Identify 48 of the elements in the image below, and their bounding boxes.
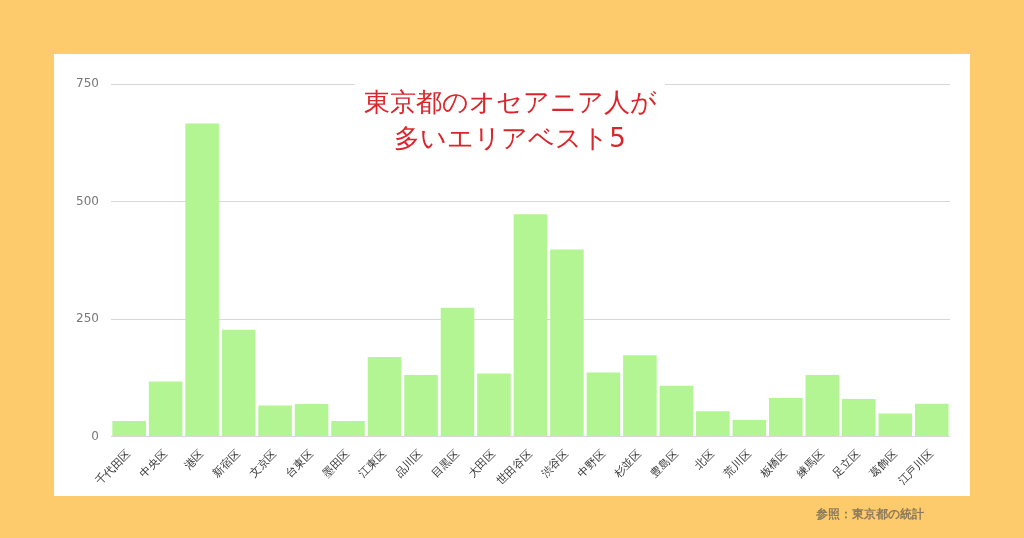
bar — [258, 405, 292, 437]
bar — [148, 381, 183, 437]
bar — [440, 307, 475, 437]
bar — [586, 372, 621, 437]
y-tick-label: 250 — [76, 311, 99, 326]
text: 参照：東京都の統計 — [816, 506, 924, 523]
bar — [732, 420, 767, 437]
x-tick-label: 荒川区 — [720, 447, 754, 480]
bar — [331, 421, 365, 437]
x-tick-label: 板橋区 — [756, 447, 790, 481]
y-tick-label: 0 — [91, 428, 99, 443]
bar — [550, 249, 584, 437]
y-tick-label: 500 — [76, 193, 99, 208]
x-tick-label: 品川区 — [392, 447, 426, 480]
bar — [221, 329, 256, 437]
bar — [294, 404, 329, 437]
x-tick-label: 台東区 — [283, 447, 316, 480]
x-tick-label: 足立区 — [830, 447, 863, 480]
bar — [842, 398, 876, 437]
x-tick-label: 目黒区 — [429, 447, 462, 480]
bar — [878, 413, 913, 437]
x-tick-label: 新宿区 — [210, 447, 243, 480]
x-tick-label: 中央区 — [137, 447, 170, 480]
bar — [185, 123, 219, 437]
y-tick-label: 750 — [76, 76, 99, 91]
bar — [367, 357, 402, 437]
x-tick-label: 港区 — [181, 447, 207, 472]
bar — [769, 398, 803, 437]
bar — [623, 355, 657, 437]
bar — [805, 374, 840, 437]
x-tick-label: 中野区 — [575, 447, 608, 480]
bar — [404, 374, 438, 437]
bar — [659, 385, 694, 437]
x-tick-label: 千代田区 — [92, 447, 134, 488]
bar — [696, 411, 730, 437]
x-tick-label: 豊島区 — [648, 447, 681, 480]
text: 東京都のオセアニア人が多いエリアベスト5 — [355, 84, 665, 156]
x-tick-label: 杉並区 — [610, 447, 645, 481]
x-tick-label: 江東区 — [356, 447, 389, 480]
bar — [914, 403, 949, 437]
x-tick-label: 北区 — [692, 447, 718, 472]
bar — [112, 421, 146, 437]
x-tick-label: 墨田区 — [319, 447, 353, 480]
x-tick-label: 渋谷区 — [538, 447, 572, 480]
bar — [477, 373, 511, 437]
x-tick-label: 文京区 — [246, 447, 280, 480]
bar — [513, 214, 548, 437]
x-tick-label: 練馬区 — [793, 447, 827, 481]
